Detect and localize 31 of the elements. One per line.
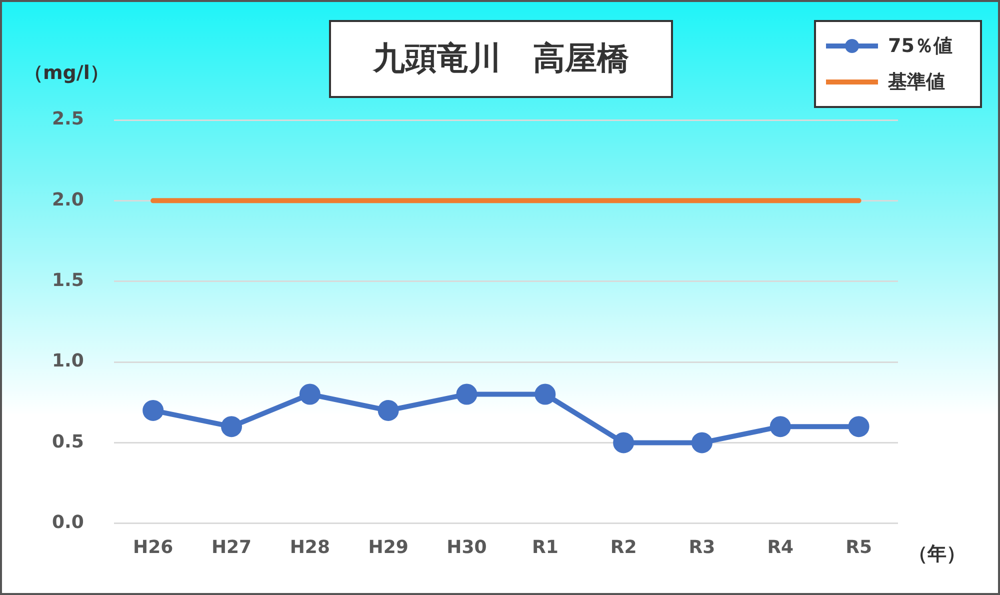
- y-tick-label: 2.0: [52, 189, 84, 210]
- x-tick-label: H26: [133, 536, 174, 558]
- point: [770, 416, 791, 438]
- legend-label: 75％値: [888, 34, 952, 59]
- point: [534, 384, 556, 405]
- x-tick-label: R4: [767, 536, 794, 558]
- x-tick-label: R1: [532, 536, 558, 558]
- point: [221, 416, 242, 438]
- x-tick-label: R5: [846, 536, 872, 558]
- point: [613, 432, 634, 454]
- y-tick-label: 0.0: [52, 512, 84, 534]
- y-tick-label: 0.5: [52, 431, 84, 452]
- y-tick-label: 1.0: [52, 350, 84, 372]
- x-tick-label: H27: [211, 536, 252, 558]
- y-tick-label: 1.5: [52, 270, 84, 292]
- x-tick-label: R3: [688, 536, 716, 558]
- point: [848, 416, 870, 438]
- point: [378, 400, 399, 421]
- point: [456, 384, 478, 405]
- x-tick-label: H29: [368, 536, 408, 558]
- chart-title: 九頭竜川 高屋橋: [329, 20, 673, 98]
- x-tick-label: H30: [446, 536, 487, 558]
- point: [142, 400, 164, 421]
- x-tick-label: H28: [290, 536, 330, 558]
- y-axis-title: （mg/l）: [24, 62, 109, 84]
- legend-label: 基準値: [888, 70, 945, 95]
- x-tick-label: R2: [610, 536, 637, 558]
- point: [299, 384, 320, 405]
- point: [691, 432, 712, 454]
- y-tick-label: 2.5: [52, 108, 84, 130]
- x-axis-title: （年）: [908, 542, 966, 565]
